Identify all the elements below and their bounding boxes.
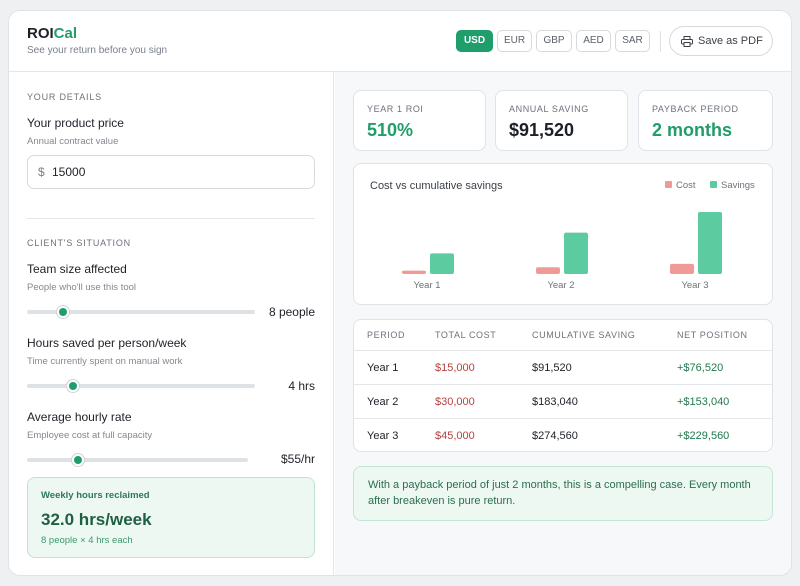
team-size-slider[interactable]	[27, 306, 255, 318]
stat-value: 510%	[367, 120, 414, 140]
results-panel: YEAR 1 ROI 510% ANNUAL SAVING $91,520 PA…	[335, 72, 791, 575]
logo: ROICal	[27, 25, 78, 42]
chart-card: Cost vs cumulative savings Cost Savings …	[353, 163, 773, 305]
app-card: ROICal See your return before you sign U…	[8, 10, 792, 576]
price-input[interactable]: $ 15000	[27, 155, 315, 189]
stat-label: PAYBACK PERIOD	[652, 104, 739, 114]
stat-card-saving: ANNUAL SAVING $91,520	[495, 90, 628, 151]
cell-net-position: +$76,520	[677, 362, 724, 374]
cell-period: Year 1	[367, 362, 399, 374]
legend-swatch-cost	[665, 181, 672, 188]
currency-eur-button[interactable]: EUR	[497, 30, 532, 52]
legend-item-savings: Savings	[710, 180, 755, 191]
save-pdf-button[interactable]: Save as PDF	[669, 26, 773, 56]
currency-aed-button[interactable]: AED	[576, 30, 611, 52]
chart-plot: Year 1 Year 2 Year 3	[402, 212, 722, 291]
currency-sar-button[interactable]: SAR	[615, 30, 650, 52]
hours-saved-sublabel: Time currently spent on manual work	[27, 356, 183, 367]
table-header: PERIOD TOTAL COST CUMULATIVE SAVING NET …	[354, 320, 772, 351]
summary-note: With a payback period of just 2 months, …	[353, 466, 773, 521]
dollar-prefix: $	[38, 165, 45, 179]
hours-saved-slider[interactable]	[27, 380, 255, 392]
divider	[27, 218, 315, 219]
team-size-sublabel: People who'll use this tool	[27, 282, 137, 293]
hours-saved-label: Hours saved per person/week	[27, 336, 187, 350]
header: ROICal See your return before you sign U…	[9, 11, 791, 72]
legend-item-cost: Cost	[665, 180, 696, 191]
cell-cumulative-saving: $91,520	[532, 362, 572, 374]
price-value: 15000	[52, 165, 86, 179]
hourly-rate-slider[interactable]	[27, 454, 248, 466]
hourly-rate-label: Average hourly rate	[27, 410, 132, 424]
x-tick-label: Year 2	[547, 280, 574, 291]
stat-card-roi: YEAR 1 ROI 510%	[353, 90, 486, 151]
stat-value: 2 months	[652, 120, 733, 140]
bar-savings-year-1	[430, 253, 454, 274]
bar-cost-year-1	[402, 270, 426, 274]
results-table: PERIOD TOTAL COST CUMULATIVE SAVING NET …	[353, 319, 773, 452]
cell-total-cost: $30,000	[435, 396, 475, 408]
team-size-label: Team size affected	[27, 262, 127, 276]
legend-swatch-savings	[710, 181, 717, 188]
section-title-details: YOUR DETAILS	[27, 92, 102, 102]
cell-net-position: +$153,040	[677, 396, 730, 408]
team-size-value: 8 people	[268, 305, 315, 319]
col-header-cumulative-saving: CUMULATIVE SAVING	[532, 330, 636, 340]
slider-thumb[interactable]	[66, 380, 79, 392]
hourly-rate-sublabel: Employee cost at full capacity	[27, 430, 153, 441]
cell-period: Year 3	[367, 430, 399, 442]
stat-label: ANNUAL SAVING	[509, 104, 589, 114]
stat-value: $91,520	[509, 120, 575, 140]
col-header-total-cost: TOTAL COST	[435, 330, 497, 340]
x-tick-label: Year 3	[681, 280, 708, 291]
chart-title: Cost vs cumulative savings	[370, 180, 503, 192]
section-title-situation: CLIENT'S SITUATION	[27, 238, 131, 248]
tagline: See your return before you sign	[27, 45, 168, 56]
weekly-hours-value: 32.0 hrs/week	[41, 510, 152, 529]
bar-cost-year-3	[670, 263, 694, 274]
save-pdf-label: Save as PDF	[698, 35, 763, 47]
stat-card-payback: PAYBACK PERIOD 2 months	[638, 90, 773, 151]
inputs-panel: YOUR DETAILS Your product price Annual c…	[9, 72, 334, 575]
cell-total-cost: $15,000	[435, 362, 475, 374]
bar-cost-year-2	[536, 267, 560, 274]
cell-cumulative-saving: $274,560	[532, 430, 578, 442]
divider	[660, 31, 661, 52]
printer-icon	[681, 36, 693, 47]
col-header-period: PERIOD	[367, 330, 406, 340]
table-row: Year 2 $30,000 $183,040 +$153,040	[354, 385, 772, 419]
cell-total-cost: $45,000	[435, 430, 475, 442]
slider-thumb[interactable]	[71, 454, 84, 466]
cell-net-position: +$229,560	[677, 430, 730, 442]
stat-label: YEAR 1 ROI	[367, 104, 424, 114]
price-sublabel: Annual contract value	[27, 136, 119, 147]
table-row: Year 1 $15,000 $91,520 +$76,520	[354, 351, 772, 385]
weekly-hours-breakdown: 8 people × 4 hrs each	[41, 535, 133, 546]
currency-usd-button[interactable]: USD	[456, 30, 493, 52]
x-tick-label: Year 1	[413, 280, 440, 291]
hourly-rate-value: $55/hr	[280, 452, 315, 466]
weekly-hours-card: Weekly hours reclaimed 32.0 hrs/week 8 p…	[27, 477, 315, 558]
cell-cumulative-saving: $183,040	[532, 396, 578, 408]
currency-gbp-button[interactable]: GBP	[536, 30, 572, 52]
slider-thumb[interactable]	[57, 306, 70, 318]
price-label: Your product price	[27, 116, 124, 130]
hours-saved-value: 4 hrs	[288, 379, 315, 393]
bar-savings-year-2	[564, 232, 588, 274]
table-row: Year 3 $45,000 $274,560 +$229,560	[354, 419, 772, 451]
weekly-hours-title: Weekly hours reclaimed	[41, 490, 150, 501]
col-header-net-position: NET POSITION	[677, 330, 748, 340]
cell-period: Year 2	[367, 396, 399, 408]
bar-savings-year-3	[698, 212, 722, 274]
